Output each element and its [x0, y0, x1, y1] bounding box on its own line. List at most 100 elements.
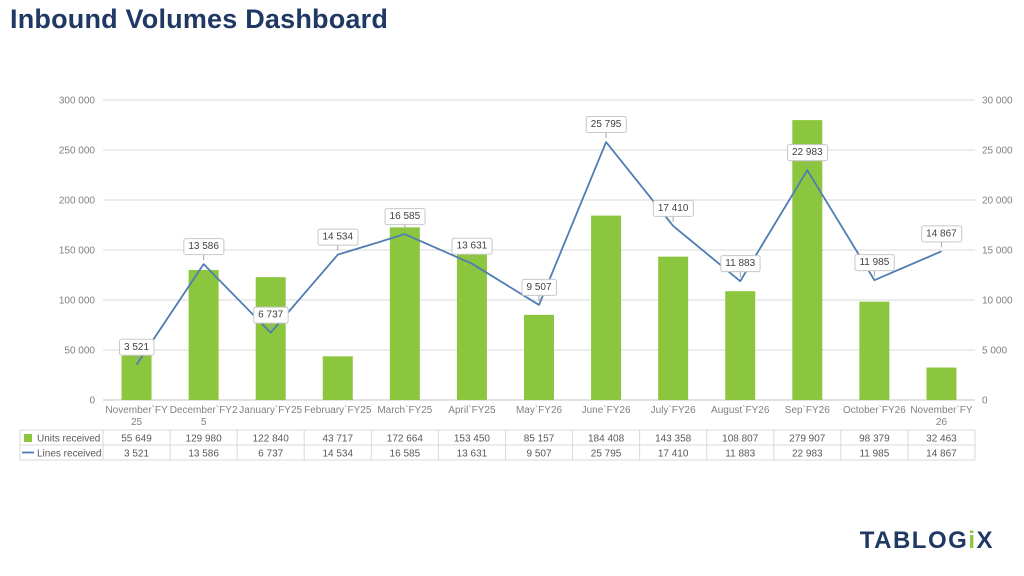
category-label: August`FY26 [711, 404, 770, 416]
line-data-label: 25 795 [591, 119, 622, 130]
y-axis-left-tick: 200 000 [59, 196, 96, 207]
bar-units-received [792, 120, 823, 400]
table-cell-value: 13 586 [188, 449, 219, 460]
line-data-labels: 3 521 13 586 6 737 14 534 16 585 13 631 9 507 2… [119, 116, 963, 361]
tablogix-logo: TABLOGiX [860, 527, 994, 555]
y-axis-right-tick: 15 000 [982, 246, 1013, 257]
bar-units-received [456, 246, 487, 400]
table-cell-value: 43 717 [322, 434, 353, 445]
legend-units-received: Units received [24, 434, 100, 445]
units-received-swatch-icon [24, 434, 32, 442]
line-data-label: 14 867 [926, 228, 957, 239]
line-data-label: 22 983 [792, 147, 823, 158]
bar-units-received [188, 270, 219, 400]
inbound-volumes-chart: 0 50 000 100 000 150 000 200 000 250 000 300 0… [0, 60, 1024, 470]
y-axis-right-tick: 0 [982, 396, 988, 407]
y-axis-left-labels: 0 50 000 100 000 150 000 200 000 250 000 300 0… [59, 96, 96, 407]
category-label: March`FY25 [377, 404, 432, 416]
line-data-label: 6 737 [258, 310, 283, 321]
line-data-label: 9 507 [526, 282, 551, 293]
table-cell-value: 98 379 [859, 434, 890, 445]
y-axis-left-tick: 300 000 [59, 96, 96, 107]
y-axis-right-tick: 5 000 [982, 346, 1007, 357]
legend-label: Lines received [37, 449, 101, 460]
bar-units-received [524, 314, 554, 400]
category-label: October`FY26 [843, 404, 906, 416]
table-cell-value: 32 463 [926, 434, 957, 445]
bar-units-received [859, 301, 890, 400]
table-cell-value: 17 410 [658, 449, 689, 460]
y-axis-right-tick: 25 000 [982, 146, 1013, 157]
category-label: 26 [936, 417, 948, 428]
bar-units-received [591, 215, 622, 400]
table-cell-value: 6 737 [258, 449, 283, 460]
y-axis-left-tick: 50 000 [64, 346, 95, 357]
table-cell-value: 11 985 [859, 449, 889, 460]
data-table: Units received Lines received 55 649 129 98… [19, 429, 976, 461]
logo-part2: X [976, 527, 994, 554]
table-cell-value: 85 157 [524, 434, 555, 445]
table-cell-value: 122 840 [253, 434, 290, 445]
category-label: July`FY26 [651, 404, 696, 416]
y-axis-right-tick: 20 000 [982, 196, 1013, 207]
bar-units-received [322, 356, 353, 400]
legend-label: Units received [37, 434, 100, 445]
y-axis-left-tick: 250 000 [59, 146, 96, 157]
bar-units-received [725, 291, 756, 400]
table-cell-value: 55 649 [121, 434, 152, 445]
line-data-label: 3 521 [124, 342, 149, 353]
y-axis-left-tick: 100 000 [59, 296, 96, 307]
bar-units-received [926, 367, 957, 400]
y-axis-right-labels: 0 5 000 10 000 15 000 20 000 25 000 30 000 [982, 96, 1013, 407]
bar-units-received [389, 227, 420, 400]
table-cell-value: 25 795 [591, 449, 622, 460]
category-label: Sep`FY26 [785, 404, 830, 416]
logo-accent: i [968, 527, 977, 554]
table-cell-value: 129 980 [186, 434, 223, 445]
line-data-label: 14 534 [322, 232, 353, 243]
table-cell-value: 22 983 [792, 449, 823, 460]
y-axis-left-tick: 150 000 [59, 246, 96, 257]
bar-units-received [658, 256, 689, 400]
table-cell-value: 9 507 [526, 449, 551, 460]
line-data-label: 16 585 [390, 211, 421, 222]
category-label: February`FY25 [304, 404, 372, 416]
category-label: January`FY25 [239, 404, 302, 416]
line-lines-received [135, 141, 942, 366]
category-label: June`FY26 [582, 404, 631, 416]
y-axis-right-tick: 10 000 [982, 296, 1013, 307]
category-label: November`FY [105, 404, 168, 416]
page-title: Inbound Volumes Dashboard [10, 4, 389, 34]
table-cell-value: 13 631 [457, 449, 488, 460]
y-axis-right-tick: 30 000 [982, 96, 1013, 107]
table-cell-value: 108 807 [722, 434, 759, 445]
legend-lines-received: Lines received [22, 449, 101, 460]
line-data-label: 11 985 [859, 257, 889, 268]
logo-part1: TABLOG [859, 527, 969, 554]
bar-units-received [255, 277, 286, 400]
table-cell-value: 11 883 [725, 449, 755, 460]
table-cell-value: 14 867 [926, 449, 957, 460]
y-axis-left-tick: 0 [89, 396, 95, 407]
table-cell-value: 172 664 [387, 434, 424, 445]
table-cell-value: 279 907 [789, 434, 826, 445]
combo-chart-svg: 0 50 000 100 000 150 000 200 000 250 000 300 0… [19, 96, 1013, 461]
line-data-label: 13 586 [188, 241, 219, 252]
table-cell-value: 143 358 [655, 434, 692, 445]
table-cell-value: 16 585 [390, 449, 421, 460]
category-label: 25 [131, 417, 143, 428]
line-data-label: 11 883 [725, 258, 755, 269]
bars-units-received [121, 120, 957, 400]
category-label: December`FY2 [170, 404, 238, 416]
table-cell-value: 14 534 [322, 449, 353, 460]
category-label: November`FY [910, 404, 973, 416]
table-cell-value: 3 521 [124, 449, 149, 460]
category-label: April`FY25 [448, 404, 496, 416]
category-label: 5 [201, 417, 207, 428]
line-data-label: 17 410 [658, 203, 689, 214]
category-label: May`FY26 [516, 404, 563, 416]
line-data-label: 13 631 [457, 241, 488, 252]
table-cell-value: 184 408 [588, 434, 625, 445]
table-cell-value: 153 450 [454, 434, 491, 445]
